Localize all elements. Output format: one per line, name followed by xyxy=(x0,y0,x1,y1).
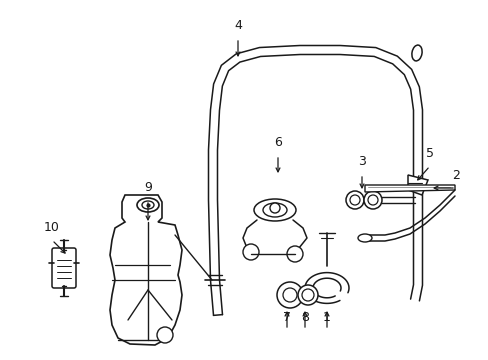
Circle shape xyxy=(297,285,317,305)
Circle shape xyxy=(243,244,259,260)
Text: 3: 3 xyxy=(357,155,365,168)
FancyBboxPatch shape xyxy=(52,248,76,288)
Ellipse shape xyxy=(137,198,159,212)
Text: 8: 8 xyxy=(301,311,308,324)
Polygon shape xyxy=(364,185,454,192)
Polygon shape xyxy=(407,175,427,195)
Text: 9: 9 xyxy=(144,181,152,194)
Text: 7: 7 xyxy=(283,311,290,324)
Ellipse shape xyxy=(142,201,154,209)
Ellipse shape xyxy=(253,199,295,221)
Ellipse shape xyxy=(263,203,286,217)
Circle shape xyxy=(269,203,280,213)
Circle shape xyxy=(286,246,303,262)
Text: 1: 1 xyxy=(323,311,330,324)
Circle shape xyxy=(346,191,363,209)
Text: 4: 4 xyxy=(234,19,242,32)
Ellipse shape xyxy=(357,234,371,242)
Ellipse shape xyxy=(411,45,421,61)
Circle shape xyxy=(367,195,377,205)
Circle shape xyxy=(349,195,359,205)
Text: 2: 2 xyxy=(451,169,459,182)
Polygon shape xyxy=(110,195,182,345)
Circle shape xyxy=(363,191,381,209)
Circle shape xyxy=(283,288,296,302)
Circle shape xyxy=(302,289,313,301)
Circle shape xyxy=(157,327,173,343)
Circle shape xyxy=(276,282,303,308)
Text: 6: 6 xyxy=(273,136,282,149)
Text: 10: 10 xyxy=(44,221,60,234)
Text: 5: 5 xyxy=(425,147,433,160)
